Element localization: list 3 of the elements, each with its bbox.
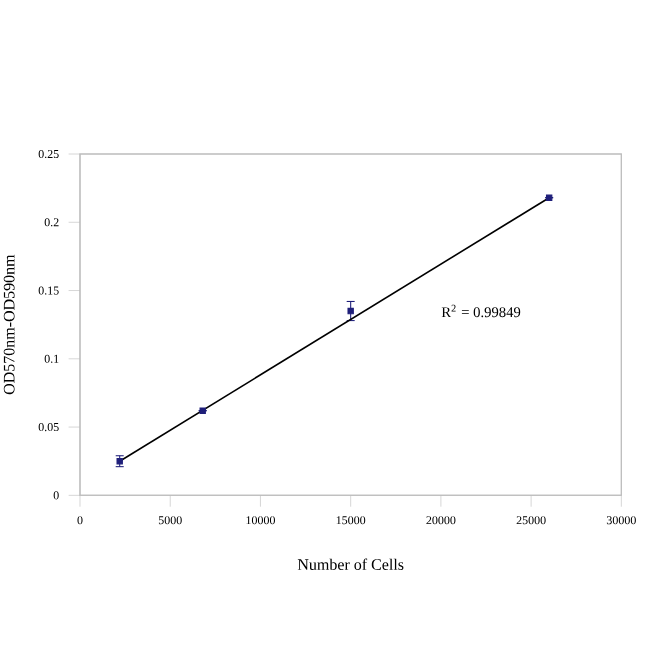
y-axis-title: OD570nm-OD590nm [3, 254, 15, 395]
point [347, 307, 354, 315]
x-axis-title: Number of Cells [297, 558, 404, 570]
